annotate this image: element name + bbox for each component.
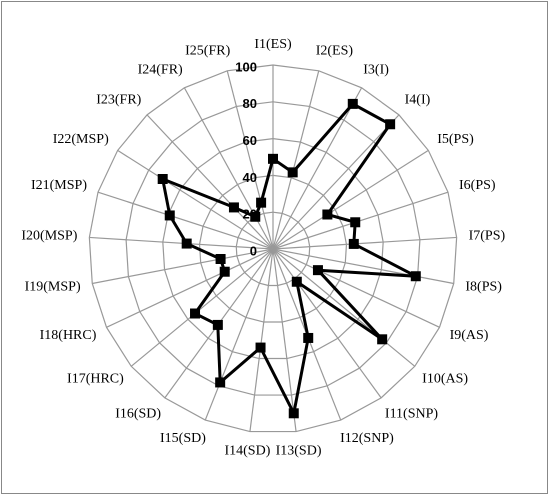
axis-spoke [89,236,274,250]
data-marker [181,238,192,249]
axis-spoke [272,149,429,250]
axis-spoke [272,191,449,250]
axis-spoke [146,114,274,250]
data-marker [228,202,239,213]
data-marker [215,253,226,264]
y-tick-label: 100 [235,59,257,74]
data-marker [350,217,361,228]
axis-spoke [272,248,454,285]
data-marker [347,98,358,109]
axis-spoke [272,248,382,399]
axis-spoke [183,87,274,250]
category-label: I2(ES) [316,44,354,59]
y-tick-label: 60 [243,133,257,148]
axis-spoke [272,248,440,328]
y-tick-label: 40 [243,170,257,185]
grid-line [88,64,458,433]
data-marker [312,265,323,276]
category-label: I4(I) [405,93,431,108]
category-label: I7(PS) [469,228,506,243]
data-marker [410,271,421,282]
data-marker [215,377,226,388]
category-label: I9(AS) [450,328,489,343]
axis-spoke [117,149,274,250]
category-label: I12(SNP) [340,431,394,446]
grid-line [162,137,384,360]
axis-spoke [130,248,274,367]
axis-spoke [204,248,274,421]
category-label: I20(MSP) [21,228,77,243]
axis-spoke [272,70,320,250]
data-marker [255,342,266,353]
category-label: I5(PS) [437,132,474,147]
category-label: I8(PS) [465,279,502,294]
data-marker [287,167,298,178]
category-label: I3(I) [363,62,389,77]
category-label: I17(HRC) [67,371,124,386]
data-marker [256,197,267,208]
data-marker [377,334,388,345]
grid-line [235,211,311,287]
data-marker [219,266,230,277]
category-label: I19(MSP) [25,279,81,294]
category-label: I22(MSP) [53,132,109,147]
category-label: I1(ES) [254,37,292,52]
axis-spoke [97,191,274,250]
data-marker [322,209,333,220]
category-label: I23(FR) [96,93,141,108]
data-marker [250,211,261,222]
category-label: I6(PS) [459,178,496,193]
data-marker [348,238,359,249]
category-label: I16(SD) [115,406,161,421]
y-tick-label: 80 [243,96,257,111]
y-tick-label: 0 [250,243,257,258]
data-marker [303,332,314,343]
axis-spoke [106,248,274,328]
data-marker [157,173,168,184]
category-label: I11(SNP) [385,406,438,421]
axis-spoke [272,87,363,250]
category-label: I21(MSP) [31,178,87,193]
data-marker [164,210,175,221]
data-marker [385,119,396,130]
axis-spoke [272,114,400,250]
axis-spoke [272,236,457,250]
category-label: I14(SD) [224,444,270,459]
axis-spoke [249,248,274,432]
category-label: I13(SD) [276,444,322,459]
data-marker [212,319,223,330]
category-label: I24(FR) [138,62,183,77]
grid-line [198,174,348,323]
axis-spoke [92,248,274,285]
grid-line [125,101,421,396]
data-marker [190,308,201,319]
axis-spoke [272,248,297,432]
data-marker [291,276,302,287]
category-label: I25(FR) [185,44,230,59]
axis-spoke [226,70,274,250]
category-label: I15(SD) [160,431,206,446]
category-label: I10(AS) [422,371,468,386]
axis-spoke [272,248,416,367]
data-marker [268,153,278,164]
data-marker [288,408,299,419]
category-label: I18(HRC) [40,328,97,343]
